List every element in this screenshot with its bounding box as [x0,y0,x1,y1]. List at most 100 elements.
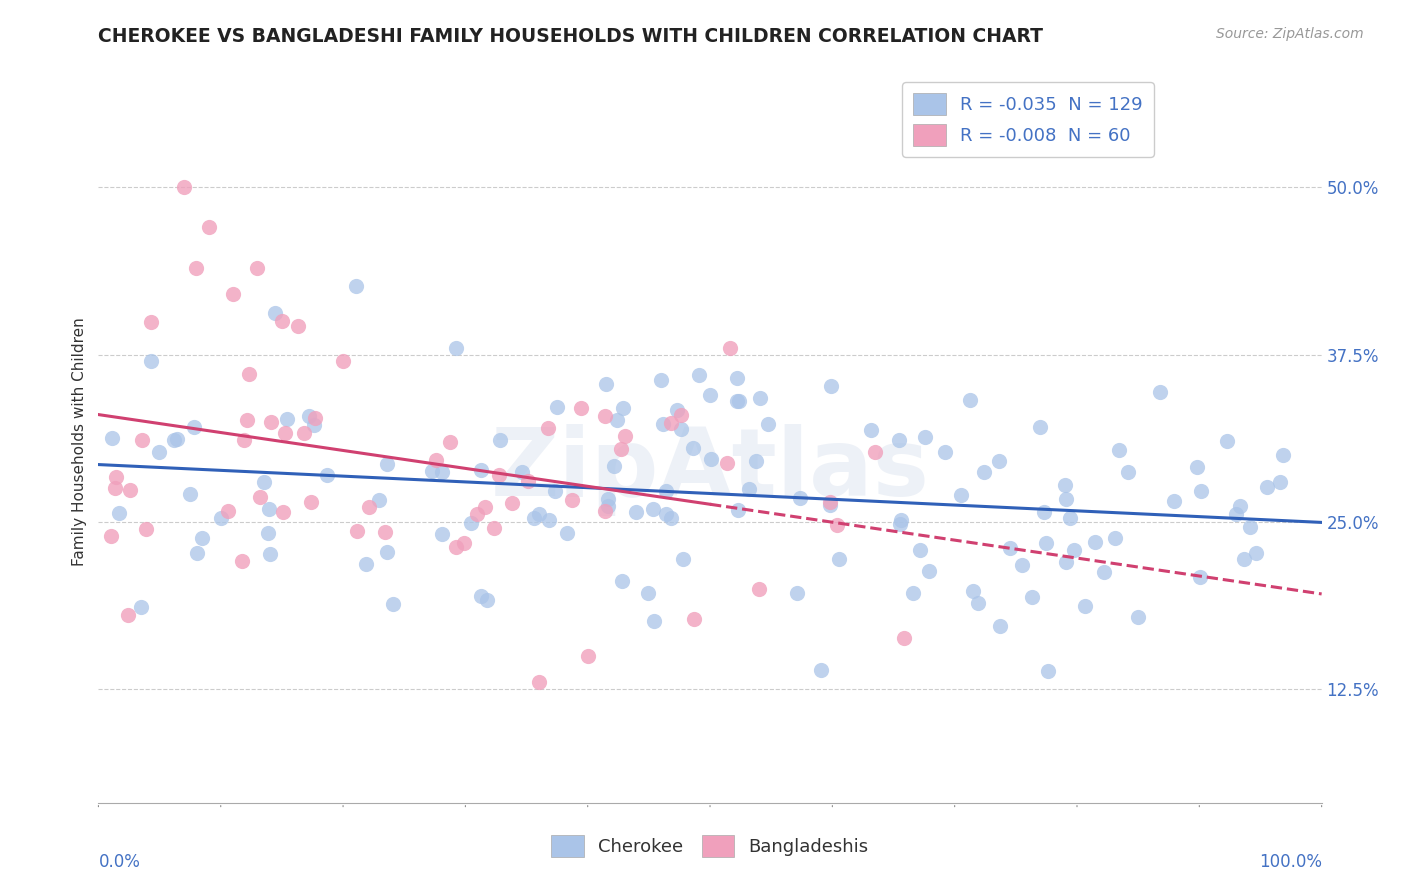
Point [745,454,768,468]
Point [672,551,695,566]
Point [117,607,139,622]
Point [650,373,672,387]
Point [299,495,322,509]
Point [641,502,664,516]
Point [1189,570,1212,584]
Point [197,220,219,235]
Point [1054,555,1077,569]
Point [186,546,208,560]
Point [1104,532,1126,546]
Point [1225,508,1247,522]
Point [561,493,583,508]
Point [1063,543,1085,558]
Point [828,551,851,566]
Point [576,648,599,663]
Point [166,433,188,447]
Point [643,614,665,628]
Point [222,287,245,301]
Point [1239,520,1261,534]
Point [889,517,911,532]
Point [665,403,688,417]
Point [346,524,368,538]
Point [988,618,1011,632]
Point [304,410,326,425]
Point [465,507,488,521]
Point [546,401,568,415]
Point [1149,385,1171,400]
Point [131,433,153,447]
Point [683,612,706,626]
Point [538,513,561,527]
Point [298,409,321,423]
Point [246,260,269,275]
Point [475,593,498,607]
Point [1028,420,1050,434]
Point [1116,465,1139,479]
Point [1163,494,1185,508]
Point [716,456,738,470]
Point [422,464,444,478]
Point [727,394,749,409]
Point [274,425,297,440]
Point [688,368,710,382]
Point [101,431,124,445]
Point [537,421,560,435]
Point [887,433,910,447]
Point [316,467,339,482]
Point [375,458,398,472]
Point [139,354,162,368]
Point [217,504,239,518]
Point [569,401,592,415]
Point [1054,478,1077,492]
Point [967,596,990,610]
Point [1035,536,1057,550]
Point [292,425,315,440]
Point [860,423,883,437]
Point [865,444,887,458]
Text: ZipAtlas: ZipAtlas [491,425,929,516]
Point [612,401,634,415]
Point [374,524,396,539]
Legend: Cherokee, Bangladeshis: Cherokee, Bangladeshis [543,826,877,866]
Point [163,433,186,447]
Point [523,511,546,525]
Text: Source: ZipAtlas.com: Source: ZipAtlas.com [1216,27,1364,41]
Point [191,532,214,546]
Point [1256,480,1278,494]
Point [610,574,633,589]
Point [430,527,453,541]
Point [1187,460,1209,475]
Y-axis label: Family Households with Children: Family Households with Children [72,318,87,566]
Point [249,490,271,504]
Point [474,500,496,514]
Point [908,543,931,558]
Point [659,416,682,430]
Point [425,452,447,467]
Point [950,487,973,501]
Point [430,465,453,479]
Point [661,510,683,524]
Point [1084,535,1107,549]
Point [135,522,157,536]
Point [1092,565,1115,579]
Point [613,428,636,442]
Point [356,557,378,571]
Point [517,475,540,489]
Point [260,415,283,429]
Point [1021,590,1043,604]
Point [236,413,259,427]
Point [669,422,692,436]
Point [728,394,751,409]
Point [825,517,848,532]
Point [453,536,475,550]
Point [270,314,294,328]
Point [727,503,749,517]
Point [1189,483,1212,498]
Point [654,508,676,522]
Point [104,470,127,484]
Point [527,675,550,690]
Point [259,502,281,516]
Point [1268,475,1291,489]
Point [488,433,510,447]
Point [624,506,647,520]
